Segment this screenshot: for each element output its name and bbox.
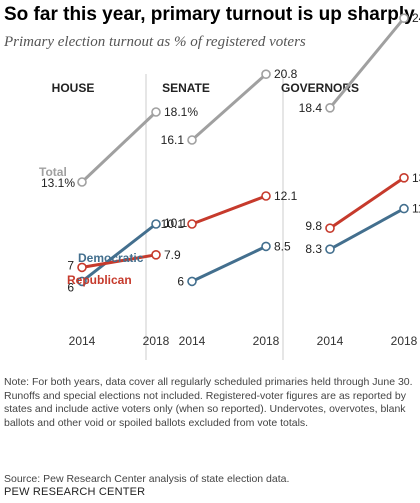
data-label-democratic-2014-house: 6 xyxy=(67,280,74,294)
panel-title-house: HOUSE xyxy=(52,81,95,95)
data-point-democratic-2014-senate xyxy=(187,276,197,287)
panel-governors: GOVERNORS 2014 2018 18.4 24.8 8.3 11.2 9.8 13.4 xyxy=(281,11,420,348)
data-point-democratic-2014-governors xyxy=(325,244,335,254)
data-point-republican-2014-house xyxy=(77,262,87,273)
data-point-republican-2018-senate xyxy=(261,191,271,201)
panel-title-governors: GOVERNORS xyxy=(281,81,359,95)
data-point-democratic-2018-house xyxy=(151,219,161,229)
data-label-total-2018-house: 18.1% xyxy=(164,105,198,119)
data-point-total-2014-house xyxy=(77,177,87,187)
data-label-republican-2014-house: 7 xyxy=(67,258,74,272)
data-label-democratic-2014-senate: 6 xyxy=(177,274,184,288)
data-point-total-2018-senate xyxy=(261,69,271,79)
x-tick-2018-governors: 2018 xyxy=(391,334,418,348)
series-line-democratic-senate xyxy=(191,245,267,283)
footer-brand: PEW RESEARCH CENTER xyxy=(4,486,146,498)
data-label-total-2014-senate: 16.1 xyxy=(161,133,185,147)
series-line-democratic-house xyxy=(81,222,157,283)
data-point-total-2018-governors xyxy=(399,13,409,24)
data-label-democratic-2014-governors: 8.3 xyxy=(305,242,322,256)
x-tick-2014-governors: 2014 xyxy=(317,334,344,348)
data-point-republican-2014-senate xyxy=(187,219,197,229)
series-line-republican-house xyxy=(81,253,157,269)
data-label-republican-2014-senate: 10.1 xyxy=(161,217,185,231)
panel-house: HOUSE 2014 2018 13.1% 18.1% 6 10.1 7 7.9 Total Dem… xyxy=(39,81,198,348)
data-label-total-2018-senate: 20.8 xyxy=(274,67,298,81)
chart-subtitle: Primary election turnout as % of registe… xyxy=(4,34,306,50)
series-name-democratic: Democratic xyxy=(78,251,144,265)
x-tick-2018-house: 2018 xyxy=(143,334,170,348)
series-line-democratic-governors xyxy=(329,207,405,251)
turnout-chart: HOUSE 2014 2018 13.1% 18.1% 6 10.1 7 7.9 Total Dem… xyxy=(39,11,420,360)
series-line-total-governors xyxy=(328,17,406,109)
data-point-total-2014-senate xyxy=(187,135,197,145)
chart-note: Note: For both years, data cover all reg… xyxy=(4,376,416,430)
data-label-democratic-2018-governors: 11.2 xyxy=(412,202,420,216)
data-point-total-2014-governors xyxy=(325,103,335,113)
note-text: Note: For both years, data cover all reg… xyxy=(4,376,413,429)
x-tick-2014-senate: 2014 xyxy=(179,334,206,348)
data-label-democratic-2018-house: 10.1 xyxy=(164,216,188,230)
data-point-republican-2014-governors xyxy=(325,223,335,233)
data-point-democratic-2018-governors xyxy=(399,203,409,214)
series-name-republican: Republican xyxy=(67,273,132,287)
data-point-republican-2018-house xyxy=(151,250,161,260)
x-tick-2014-house: 2014 xyxy=(69,334,96,348)
series-name-total: Total xyxy=(39,165,67,179)
x-tick-2018-senate: 2018 xyxy=(253,334,280,348)
data-label-republican-2014-governors: 9.8 xyxy=(305,219,322,233)
panel-senate: SENATE 2014 2018 16.1 20.8 6 8.5 10.1 12.1 xyxy=(161,67,298,348)
data-label-republican-2018-governors: 13.4 xyxy=(412,171,420,185)
series-line-republican-senate xyxy=(191,194,267,226)
chart-title: So far this year, primary turnout is up … xyxy=(4,4,415,25)
data-label-total-2014-house: 13.1% xyxy=(41,176,75,190)
data-label-democratic-2018-senate: 8.5 xyxy=(274,239,291,253)
source-text: Source: Pew Research Center analysis of … xyxy=(4,473,290,485)
series-line-total-senate xyxy=(191,73,267,142)
data-label-republican-2018-house: 7.9 xyxy=(164,248,181,262)
data-label-total-2018-governors: 24.8 xyxy=(412,11,420,25)
data-label-republican-2018-senate: 12.1 xyxy=(274,189,298,203)
data-point-total-2018-house xyxy=(151,107,161,117)
data-label-total-2014-governors: 18.4 xyxy=(299,101,323,115)
series-line-republican-governors xyxy=(329,176,405,230)
series-line-total-house xyxy=(80,110,158,184)
data-point-republican-2018-governors xyxy=(399,173,409,183)
panel-title-senate: SENATE xyxy=(162,81,210,95)
data-point-democratic-2014-house xyxy=(77,276,87,287)
data-point-democratic-2018-senate xyxy=(261,241,271,252)
